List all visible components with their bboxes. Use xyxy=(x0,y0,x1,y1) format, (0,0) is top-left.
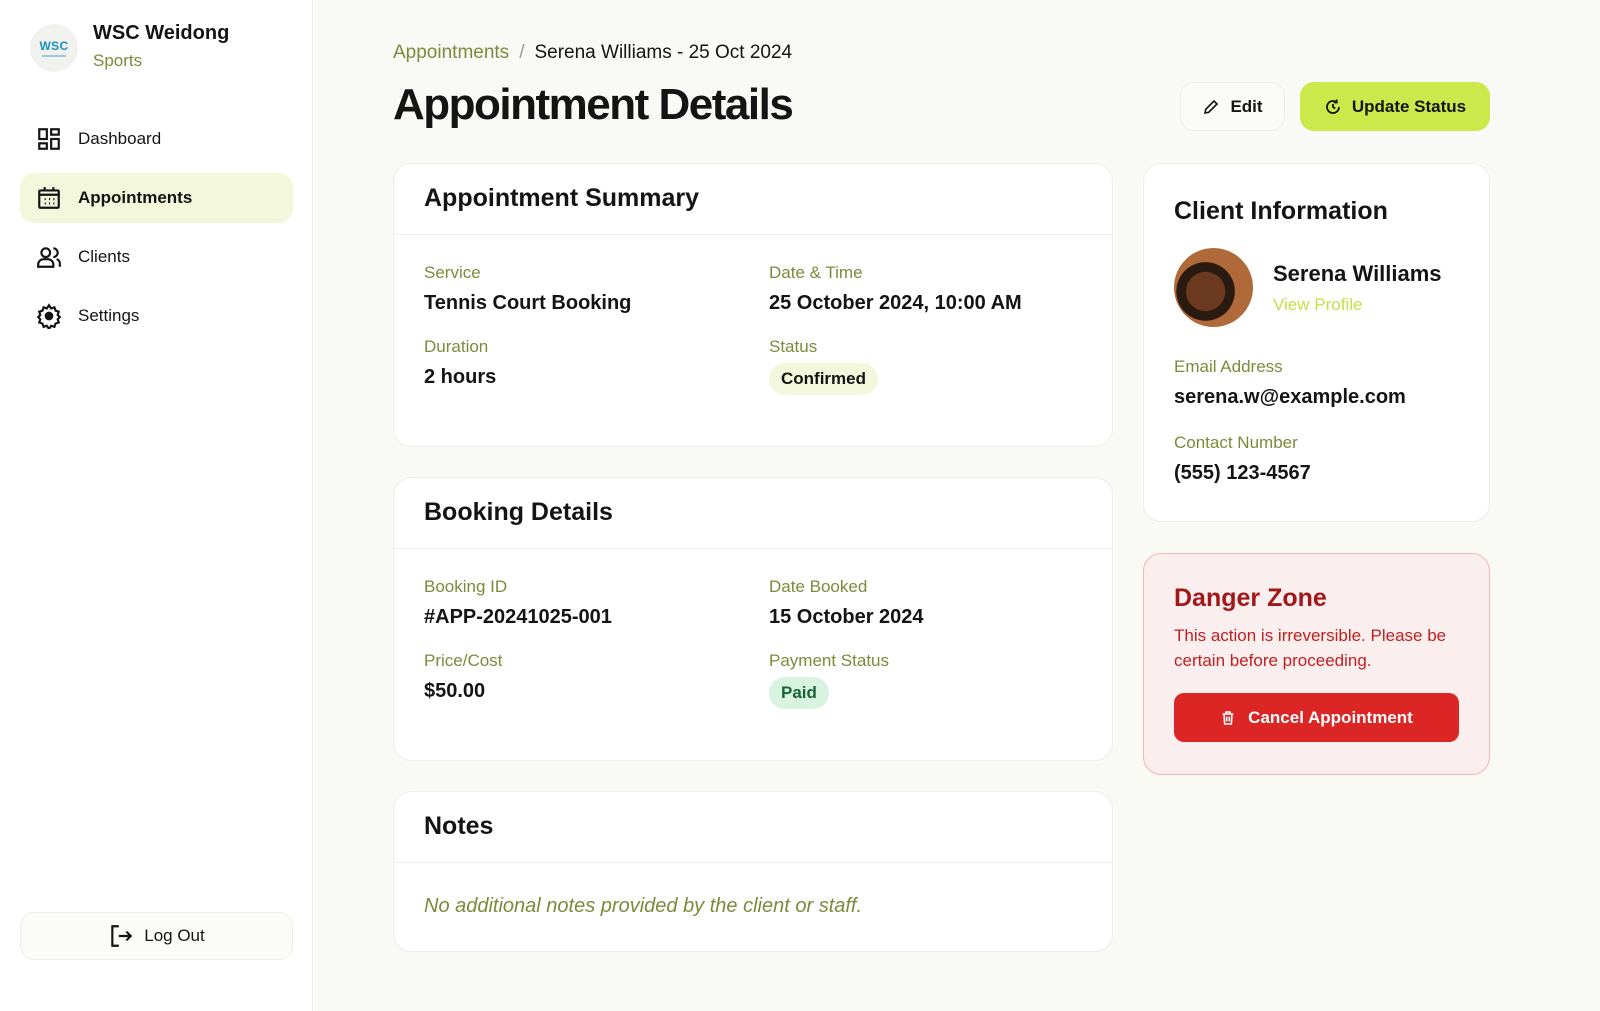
cancel-appointment-button[interactable]: Cancel Appointment xyxy=(1174,693,1459,742)
logout-button[interactable]: Log Out xyxy=(20,912,293,960)
edit-button[interactable]: Edit xyxy=(1180,82,1285,131)
email-value: serena.w@example.com xyxy=(1174,386,1406,408)
client-information-card: Client Information Serena Williams View … xyxy=(1143,163,1490,522)
brand-subtitle: Sports xyxy=(93,51,143,70)
phone-value: (555) 123-4567 xyxy=(1174,462,1311,484)
appointment-summary-card: Appointment Summary Service Tennis Court … xyxy=(393,163,1113,447)
update-status-button[interactable]: Update Status xyxy=(1300,82,1490,131)
breadcrumb-current: Serena Williams - 25 Oct 2024 xyxy=(534,42,793,63)
notes-card: Notes No additional notes provided by th… xyxy=(393,791,1113,952)
brand-logo: WSC xyxy=(30,24,78,72)
card-title: Booking Details xyxy=(394,478,1112,549)
sidebar-item-dashboard[interactable]: Dashboard xyxy=(20,114,293,164)
booking-id-value: #APP-20241025-001 xyxy=(424,606,612,628)
page-title: Appointment Details xyxy=(393,80,794,129)
view-profile-link[interactable]: View Profile xyxy=(1273,294,1363,314)
refresh-clock-icon xyxy=(1325,99,1340,114)
duration-value: 2 hours xyxy=(424,366,497,388)
pencil-icon xyxy=(1204,99,1219,114)
avatar xyxy=(1174,248,1253,327)
danger-warning: This action is irreversible. Please be c… xyxy=(1174,626,1447,670)
client-name: Serena Williams xyxy=(1273,260,1442,286)
datetime-value: 25 October 2024, 10:00 AM xyxy=(769,292,1022,314)
dashboard-icon xyxy=(38,128,60,150)
notes-text: No additional notes provided by the clie… xyxy=(424,895,863,917)
payment-status-badge: Paid xyxy=(769,677,829,709)
sidebar-nav: Dashboard Appointments Clients Settings xyxy=(20,114,293,350)
brand: WSC Weidong Sports xyxy=(93,22,229,71)
sidebar-item-label: Settings xyxy=(78,306,140,325)
sidebar-item-label: Clients xyxy=(78,247,130,266)
price-value: $50.00 xyxy=(424,680,486,702)
card-title: Notes xyxy=(394,792,1112,863)
booking-details-card: Booking Details Booking ID #APP-20241025-… xyxy=(393,477,1113,761)
card-title: Appointment Summary xyxy=(394,164,1112,235)
trash-icon xyxy=(1222,710,1234,725)
calendar-icon xyxy=(38,187,60,209)
sidebar-item-clients[interactable]: Clients xyxy=(20,232,293,282)
service-value: Tennis Court Booking xyxy=(424,292,632,314)
gear-icon xyxy=(36,303,62,329)
users-icon xyxy=(37,247,61,268)
sidebar: WSC WSC Weidong Sports Dashboard Appoint… xyxy=(0,0,313,1011)
sidebar-item-appointments[interactable]: Appointments xyxy=(20,173,293,223)
card-title: Client Information xyxy=(1174,197,1388,225)
card-title: Danger Zone xyxy=(1174,584,1327,612)
sidebar-item-label: Appointments xyxy=(78,188,193,207)
breadcrumb-appointments[interactable]: Appointments xyxy=(393,42,510,63)
sidebar-item-label: Dashboard xyxy=(78,129,162,148)
danger-zone-card: Danger Zone This action is irreversible.… xyxy=(1143,553,1490,775)
breadcrumb: Appointments / Serena Williams - 25 Oct 20… xyxy=(393,42,793,63)
sidebar-item-settings[interactable]: Settings xyxy=(20,291,293,341)
date-booked-value: 15 October 2024 xyxy=(769,606,924,628)
brand-name: WSC Weidong xyxy=(93,22,230,44)
logout-icon xyxy=(111,925,133,947)
status-badge: Confirmed xyxy=(769,363,878,395)
